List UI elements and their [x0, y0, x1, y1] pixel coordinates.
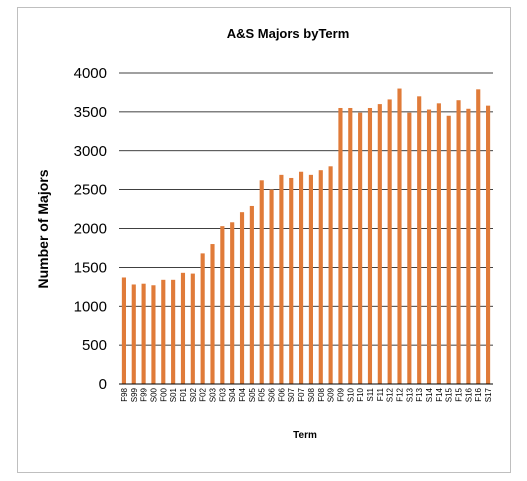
x-tick-label: S11 [366, 387, 375, 401]
bar [318, 170, 323, 384]
x-tick-label: S17 [484, 387, 493, 402]
y-tick-label: 1000 [74, 298, 107, 315]
bar [367, 107, 373, 385]
x-tick-label: S14 [425, 387, 434, 402]
y-tick-label: 4000 [74, 65, 107, 82]
bar [426, 109, 432, 384]
bar [466, 108, 471, 384]
x-tick-labels: F98 S99 F99 S00 F00 S01 F01 S02 F02 S03 F03 S04 F04 S… [120, 387, 493, 402]
x-tick-label: F99 [140, 387, 149, 401]
y-tick-label: 500 [82, 337, 107, 354]
bar [259, 180, 264, 384]
x-tick-label: F16 [474, 387, 483, 401]
bar [239, 212, 245, 384]
bar [348, 107, 353, 385]
y-tick-label: 1500 [74, 259, 107, 276]
x-tick-label: F05 [258, 387, 267, 401]
bar [269, 189, 274, 384]
bar [180, 272, 186, 384]
y-tick-label: 2000 [74, 221, 107, 238]
x-tick-label: F10 [356, 387, 365, 401]
x-tick-label: F12 [396, 387, 405, 401]
bar [249, 205, 254, 384]
y-tick-label: 0 [99, 376, 107, 393]
y-axis-label: Number of Majors [35, 169, 51, 288]
x-tick-label: F08 [317, 387, 326, 401]
bars [121, 88, 491, 385]
x-tick-label: F03 [218, 387, 227, 401]
x-tick-label: S06 [268, 387, 277, 402]
x-tick-label: F02 [199, 387, 208, 401]
bar [387, 99, 392, 384]
bar [358, 112, 363, 384]
x-tick-label: S01 [169, 387, 178, 402]
bar [190, 273, 195, 384]
y-tick-label: 2500 [74, 182, 107, 199]
bar [338, 107, 343, 385]
bar [151, 285, 156, 384]
chart-title: A&S Majors byTerm [227, 26, 350, 41]
x-tick-label: S99 [130, 387, 139, 402]
bar [407, 112, 412, 384]
bar [220, 226, 225, 384]
bar-chart: A&S Majors byTerm Number of Majors Term … [35, 26, 493, 441]
bar [279, 174, 284, 384]
bar [131, 284, 136, 384]
bar [308, 174, 313, 384]
bar [417, 96, 422, 384]
bar [141, 283, 146, 384]
bar [200, 253, 205, 384]
x-tick-label: S02 [189, 387, 198, 402]
bar [289, 177, 294, 384]
x-tick-label: F04 [238, 387, 247, 401]
bar [328, 166, 333, 384]
bar [397, 88, 402, 385]
bar [171, 279, 176, 384]
x-tick-label: S08 [307, 387, 316, 402]
bar [436, 103, 441, 384]
x-tick-label: S15 [445, 387, 454, 402]
bar [446, 115, 451, 384]
x-tick-label: S07 [287, 387, 296, 402]
bar [299, 171, 304, 384]
x-tick-label: S03 [209, 387, 218, 402]
x-tick-label: S16 [464, 387, 473, 402]
x-tick-label: F07 [297, 387, 306, 401]
x-tick-label: S09 [327, 387, 336, 402]
x-tick-label: F09 [336, 387, 345, 401]
x-tick-label: F06 [277, 387, 286, 401]
bar [486, 105, 491, 384]
x-tick-label: F00 [159, 387, 168, 401]
bar [230, 222, 235, 384]
x-tick-label: F01 [179, 387, 188, 401]
bar [377, 104, 382, 384]
x-tick-label: F11 [376, 387, 385, 401]
y-tick-label: 3500 [74, 104, 107, 121]
bar [210, 244, 215, 384]
bar [476, 89, 481, 384]
x-tick-label: S13 [405, 387, 414, 402]
x-tick-label: S05 [248, 387, 257, 402]
x-tick-label: F15 [455, 387, 464, 401]
x-tick-label: F14 [435, 387, 444, 401]
chart-frame: A&S Majors byTerm Number of Majors Term … [17, 7, 511, 473]
x-tick-label: S00 [149, 387, 158, 402]
x-tick-label: S10 [346, 387, 355, 402]
x-tick-label: F13 [415, 387, 424, 401]
bar [121, 277, 126, 384]
x-tick-label: F98 [120, 387, 129, 401]
y-tick-label: 3000 [74, 143, 107, 160]
x-axis-label: Term [293, 430, 317, 441]
bar [456, 100, 461, 385]
x-tick-label: S12 [386, 387, 395, 402]
x-tick-label: S04 [228, 387, 237, 402]
bar [161, 279, 166, 384]
y-tick-labels: 0 500 1000 1500 2000 2500 3000 3500 4000 [74, 65, 107, 393]
